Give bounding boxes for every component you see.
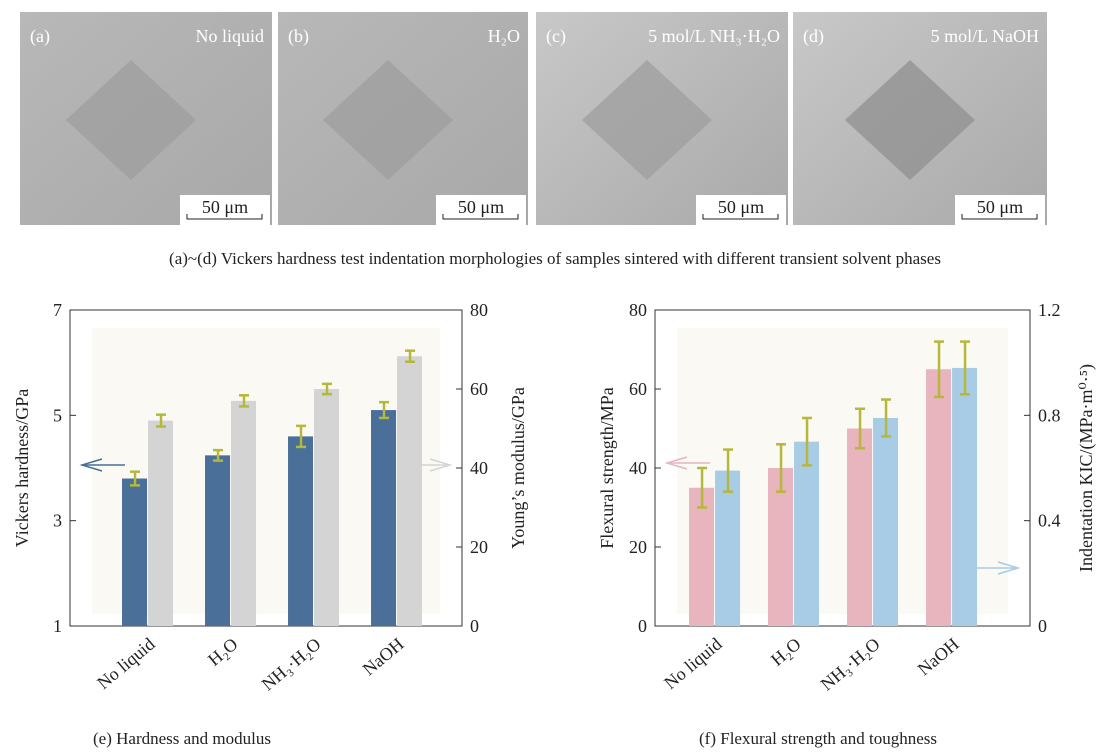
bar [205,455,231,626]
error-bar [697,466,708,509]
error-bar [322,382,333,396]
y-tick-label: 3 [53,511,62,531]
chart-title: (f) Flexural strength and toughness [699,729,937,748]
bar [371,410,397,626]
scale-box [696,195,786,225]
y2-axis-label: Young’s modulus/GPa [508,387,528,549]
y2-tick-label: 0 [1038,616,1047,636]
bar [288,436,314,626]
y2-tick-label: 20 [470,537,488,557]
y2-tick-label: 0.8 [1038,405,1061,425]
error-bar [239,394,250,408]
error-bar [723,448,734,493]
x-tick-label: H₂O [767,634,805,670]
bar [148,420,174,626]
x-tick-label: NaOH [914,634,963,680]
panel-title: No liquid [195,26,264,46]
y-tick-label: 0 [638,616,647,636]
bar [926,369,952,626]
y2-tick-label: 60 [470,379,488,399]
bar [952,367,978,626]
chart-title: (e) Hardness and modulus [93,729,271,748]
caption: (a)~(d) Vickers hardness test indentatio… [169,249,941,268]
y2-tick-label: 40 [470,458,488,478]
error-bar [379,400,390,420]
scale-bar [442,214,519,220]
indentation [582,60,712,180]
y2-tick-label: 80 [470,300,488,320]
bar [689,487,715,626]
x-tick-label: NH₃·H₂O [258,634,325,695]
y2-tick-label: 1.2 [1038,300,1061,320]
panel-label: (c) [546,26,566,47]
indentation [845,60,975,180]
bar [847,428,873,626]
scale-label: 50 μm [977,197,1023,217]
panel-title: 5 mol/L NaOH [931,26,1039,46]
error-bar [802,416,813,467]
bar [873,417,899,626]
y-tick-label: 60 [629,379,647,399]
y-tick-label: 40 [629,458,647,478]
indentation [66,60,196,180]
x-tick-label: NaOH [359,634,408,680]
y2-axis-label: Indentation KIC/(MPa·m⁰·⁵) [1076,364,1097,572]
x-tick-label: NH₃·H₂O [817,634,884,695]
error-bar [776,443,787,493]
error-bar [296,424,307,449]
bar [768,468,794,626]
bar [314,389,340,626]
scale-box [180,195,270,225]
panel-title: H₂O [488,26,520,46]
y-tick-label: 20 [629,537,647,557]
y-tick-label: 1 [53,616,62,636]
scale-label: 50 μm [458,197,504,217]
error-bar [405,349,416,363]
panel-label: (b) [288,26,309,47]
indentation [323,60,453,180]
bar [231,400,257,626]
x-tick-label: No liquid [93,634,158,693]
scale-box [436,195,526,225]
bar [794,441,820,626]
scale-box [955,195,1045,225]
error-bar [130,470,141,487]
y-tick-label: 80 [629,300,647,320]
bar [122,478,148,626]
y2-tick-label: 0 [470,616,479,636]
error-bar [156,413,167,428]
error-bar [855,407,866,450]
y-axis-label: Vickers hardness/GPa [12,389,32,547]
bar [397,356,423,626]
error-bar [213,448,224,462]
panel-label: (a) [30,26,50,47]
y2-tick-label: 0.4 [1038,511,1061,531]
y-tick-label: 7 [53,300,62,320]
y-tick-label: 5 [53,405,62,425]
scale-bar [702,214,779,220]
scale-bar [186,214,263,220]
bar [715,470,741,626]
error-bar [934,340,945,399]
scale-label: 50 μm [718,197,764,217]
y-axis-label: Flexural strength/MPa [597,387,617,548]
panel-title: 5 mol/L NH₃·H₂O [648,26,780,46]
x-tick-label: No liquid [660,634,725,693]
panel-label: (d) [803,26,824,47]
error-bar [881,398,892,438]
scale-label: 50 μm [202,197,248,217]
scale-bar [961,214,1038,220]
x-tick-label: H₂O [204,634,242,670]
error-bar [960,340,971,396]
